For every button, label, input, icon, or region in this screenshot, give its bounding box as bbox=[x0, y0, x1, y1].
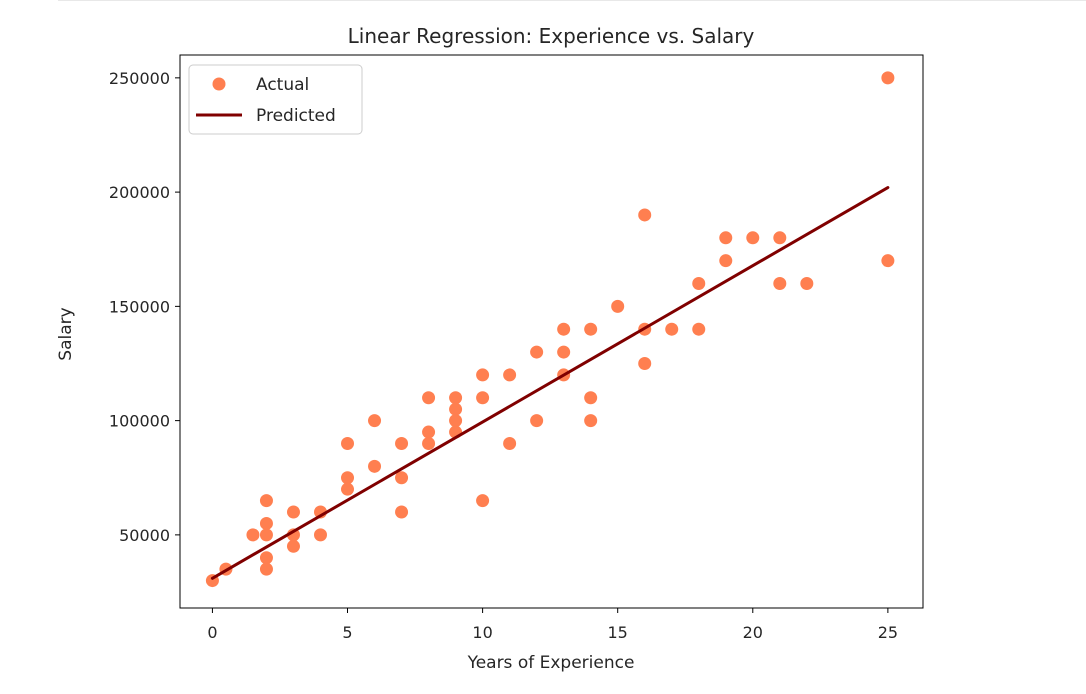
actual-data-point bbox=[611, 299, 625, 313]
legend: Actual Predicted bbox=[188, 64, 363, 135]
actual-data-point bbox=[881, 254, 895, 268]
legend-actual-label: Actual bbox=[256, 75, 309, 95]
actual-data-point bbox=[638, 208, 652, 222]
actual-data-point bbox=[449, 402, 463, 416]
x-axis-ticks: 0 5 10 15 20 25 bbox=[207, 608, 898, 642]
y-axis-ticks: 50000 100000 150000 200000 250000 bbox=[109, 69, 180, 545]
actual-data-point bbox=[246, 528, 260, 542]
y-tick-label: 150000 bbox=[109, 297, 170, 316]
actual-data-point bbox=[449, 414, 463, 428]
legend-actual-marker bbox=[212, 77, 226, 91]
actual-data-point bbox=[422, 425, 436, 439]
actual-data-point bbox=[259, 516, 273, 530]
actual-data-point bbox=[476, 494, 490, 508]
actual-data-point bbox=[476, 368, 490, 382]
legend-predicted-label: Predicted bbox=[256, 106, 336, 126]
actual-data-point bbox=[286, 505, 300, 519]
actual-data-point bbox=[368, 459, 382, 473]
actual-data-point bbox=[584, 391, 598, 405]
x-tick-label: 5 bbox=[342, 623, 352, 642]
x-tick-label: 10 bbox=[472, 623, 492, 642]
actual-data-point bbox=[800, 277, 814, 291]
actual-data-point bbox=[557, 345, 571, 359]
actual-data-point bbox=[692, 277, 706, 291]
plot-frame bbox=[179, 54, 924, 609]
actual-data-point bbox=[395, 471, 409, 485]
x-tick-label: 20 bbox=[743, 623, 763, 642]
actual-data-point bbox=[719, 254, 733, 268]
actual-data-point bbox=[395, 436, 409, 450]
x-tick-label: 25 bbox=[878, 623, 898, 642]
y-axis-label: Salary bbox=[56, 307, 76, 360]
actual-data-point bbox=[692, 322, 706, 336]
actual-data-point bbox=[313, 528, 327, 542]
actual-data-point bbox=[341, 482, 355, 496]
actual-data-point bbox=[773, 277, 787, 291]
actual-data-point bbox=[422, 436, 436, 450]
predicted-line-layer bbox=[210, 186, 890, 580]
actual-data-point bbox=[746, 231, 760, 245]
actual-data-point bbox=[259, 562, 273, 576]
actual-data-point bbox=[476, 391, 490, 405]
x-axis-label: Years of Experience bbox=[467, 653, 635, 673]
actual-data-point bbox=[557, 322, 571, 336]
actual-data-point bbox=[259, 494, 273, 508]
y-tick-label: 100000 bbox=[109, 412, 170, 431]
actual-data-point bbox=[719, 231, 733, 245]
actual-data-point bbox=[584, 322, 598, 336]
actual-data-point bbox=[422, 391, 436, 405]
actual-data-point bbox=[341, 471, 355, 485]
x-tick-label: 0 bbox=[207, 623, 217, 642]
top-divider bbox=[58, 0, 1086, 1]
actual-data-point bbox=[341, 436, 355, 450]
actual-points bbox=[205, 71, 895, 588]
actual-data-point bbox=[259, 551, 273, 565]
actual-data-point bbox=[503, 368, 517, 382]
chart-title: Linear Regression: Experience vs. Salary bbox=[348, 24, 755, 48]
actual-data-point bbox=[638, 356, 652, 370]
actual-data-point bbox=[449, 391, 463, 405]
y-tick-label: 50000 bbox=[119, 526, 170, 545]
actual-data-point bbox=[530, 414, 544, 428]
actual-data-point bbox=[368, 414, 382, 428]
actual-data-point bbox=[259, 528, 273, 542]
actual-data-point bbox=[286, 539, 300, 553]
predicted-regression-line bbox=[210, 186, 890, 580]
actual-data-point bbox=[773, 231, 787, 245]
x-tick-label: 15 bbox=[608, 623, 628, 642]
actual-data-point bbox=[503, 436, 517, 450]
y-tick-label: 200000 bbox=[109, 183, 170, 202]
legend-box bbox=[188, 64, 363, 135]
actual-data-point bbox=[881, 71, 895, 85]
actual-data-point bbox=[530, 345, 544, 359]
plot-area bbox=[179, 54, 924, 609]
actual-data-point bbox=[584, 414, 598, 428]
actual-data-point bbox=[665, 322, 679, 336]
y-tick-label: 250000 bbox=[109, 69, 170, 88]
actual-data-point bbox=[395, 505, 409, 519]
